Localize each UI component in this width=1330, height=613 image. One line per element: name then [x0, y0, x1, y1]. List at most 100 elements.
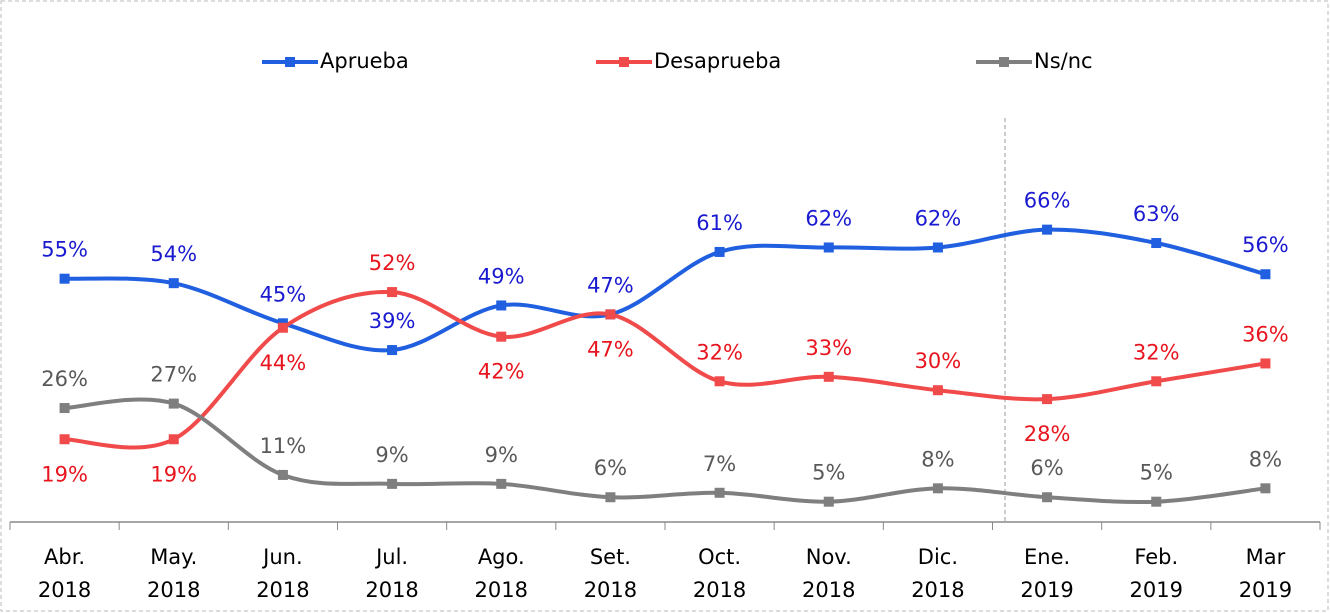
x-tick-label: May. — [150, 545, 197, 569]
data-label: 54% — [150, 242, 197, 266]
x-tick-label: Oct. — [698, 545, 741, 569]
data-label: 32% — [1133, 340, 1180, 364]
x-tick-label: 2018 — [693, 578, 746, 602]
x-tick-label: Set. — [590, 545, 631, 569]
point-marker — [1151, 496, 1162, 507]
x-tick-label: Dic. — [918, 545, 958, 569]
point-marker — [387, 345, 398, 356]
point-marker — [823, 242, 834, 253]
data-label: 39% — [369, 309, 416, 333]
series-line — [64, 397, 1266, 505]
data-label: 63% — [1133, 202, 1180, 226]
point-marker — [1042, 492, 1053, 503]
point-marker — [1260, 358, 1271, 369]
x-tick-label: 2018 — [38, 578, 91, 602]
x-tick-label: Jul. — [374, 545, 408, 569]
data-label: 28% — [1024, 422, 1071, 446]
legend-marker — [619, 57, 629, 67]
point-marker — [714, 487, 725, 498]
data-label: 5% — [1140, 461, 1173, 485]
data-label: 8% — [921, 447, 954, 471]
series-line — [64, 227, 1266, 353]
point-marker — [59, 273, 70, 284]
x-tick-label: 2018 — [911, 578, 964, 602]
x-tick-label: 2018 — [365, 578, 418, 602]
x-tick-label: Mar — [1246, 545, 1286, 569]
data-label: 33% — [805, 336, 852, 360]
point-marker — [168, 434, 179, 445]
data-label: 7% — [703, 452, 736, 476]
point-marker — [168, 398, 179, 409]
x-tick-label: Nov. — [806, 545, 852, 569]
legend-marker — [285, 57, 295, 67]
point-marker — [387, 478, 398, 489]
point-marker — [59, 403, 70, 414]
data-label: 47% — [587, 337, 634, 361]
point-marker — [277, 469, 288, 480]
data-label: 9% — [485, 443, 518, 467]
point-marker — [1151, 238, 1162, 249]
point-marker — [932, 242, 943, 253]
point-marker — [605, 309, 616, 320]
data-label: 55% — [41, 238, 88, 262]
legend-label: Desaprueba — [654, 49, 781, 73]
data-label: 19% — [41, 462, 88, 486]
data-label: 32% — [696, 340, 743, 364]
x-tick-label: Jun. — [261, 545, 303, 569]
point-marker — [496, 478, 507, 489]
data-label: 27% — [150, 363, 197, 387]
point-marker — [1260, 269, 1271, 280]
point-marker — [277, 322, 288, 333]
x-tick-label: 2018 — [147, 578, 200, 602]
x-tick-label: 2019 — [1130, 578, 1183, 602]
data-label: 62% — [805, 206, 852, 230]
point-marker — [714, 376, 725, 387]
x-tick-label: Ago. — [478, 545, 525, 569]
point-marker — [932, 483, 943, 494]
data-label: 47% — [587, 273, 634, 297]
point-marker — [387, 287, 398, 298]
data-label: 56% — [1242, 233, 1289, 257]
point-marker — [59, 434, 70, 445]
point-marker — [496, 331, 507, 342]
x-tick-label: Abr. — [44, 545, 85, 569]
data-label: 42% — [478, 360, 525, 384]
point-marker — [1151, 376, 1162, 387]
data-label: 66% — [1024, 189, 1071, 213]
data-label: 44% — [260, 351, 307, 375]
data-label: 8% — [1249, 447, 1282, 471]
x-tick-label: Ene. — [1024, 545, 1070, 569]
point-marker — [605, 492, 616, 503]
series-line — [64, 290, 1266, 450]
point-marker — [1042, 394, 1053, 405]
data-label: 30% — [915, 349, 962, 373]
data-label: 36% — [1242, 322, 1289, 346]
point-marker — [932, 385, 943, 396]
point-marker — [714, 246, 725, 257]
legend-label: Ns/nc — [1034, 49, 1093, 73]
point-marker — [823, 371, 834, 382]
data-label: 11% — [260, 434, 307, 458]
legend-label: Aprueba — [320, 49, 409, 73]
data-label: 19% — [150, 462, 197, 486]
x-tick-label: 2019 — [1239, 578, 1292, 602]
data-label: 45% — [260, 282, 307, 306]
point-marker — [823, 496, 834, 507]
x-tick-label: 2018 — [475, 578, 528, 602]
x-tick-label: 2018 — [256, 578, 309, 602]
data-label: 52% — [369, 251, 416, 275]
point-marker — [1042, 224, 1053, 235]
data-label: 26% — [41, 367, 88, 391]
data-label: 6% — [594, 456, 627, 480]
x-tick-label: 2019 — [1020, 578, 1073, 602]
data-label: 5% — [812, 461, 845, 485]
data-label: 6% — [1030, 456, 1063, 480]
point-marker — [496, 300, 507, 311]
point-marker — [168, 278, 179, 289]
x-tick-label: Feb. — [1134, 545, 1178, 569]
data-label: 61% — [696, 211, 743, 235]
x-tick-label: 2018 — [802, 578, 855, 602]
